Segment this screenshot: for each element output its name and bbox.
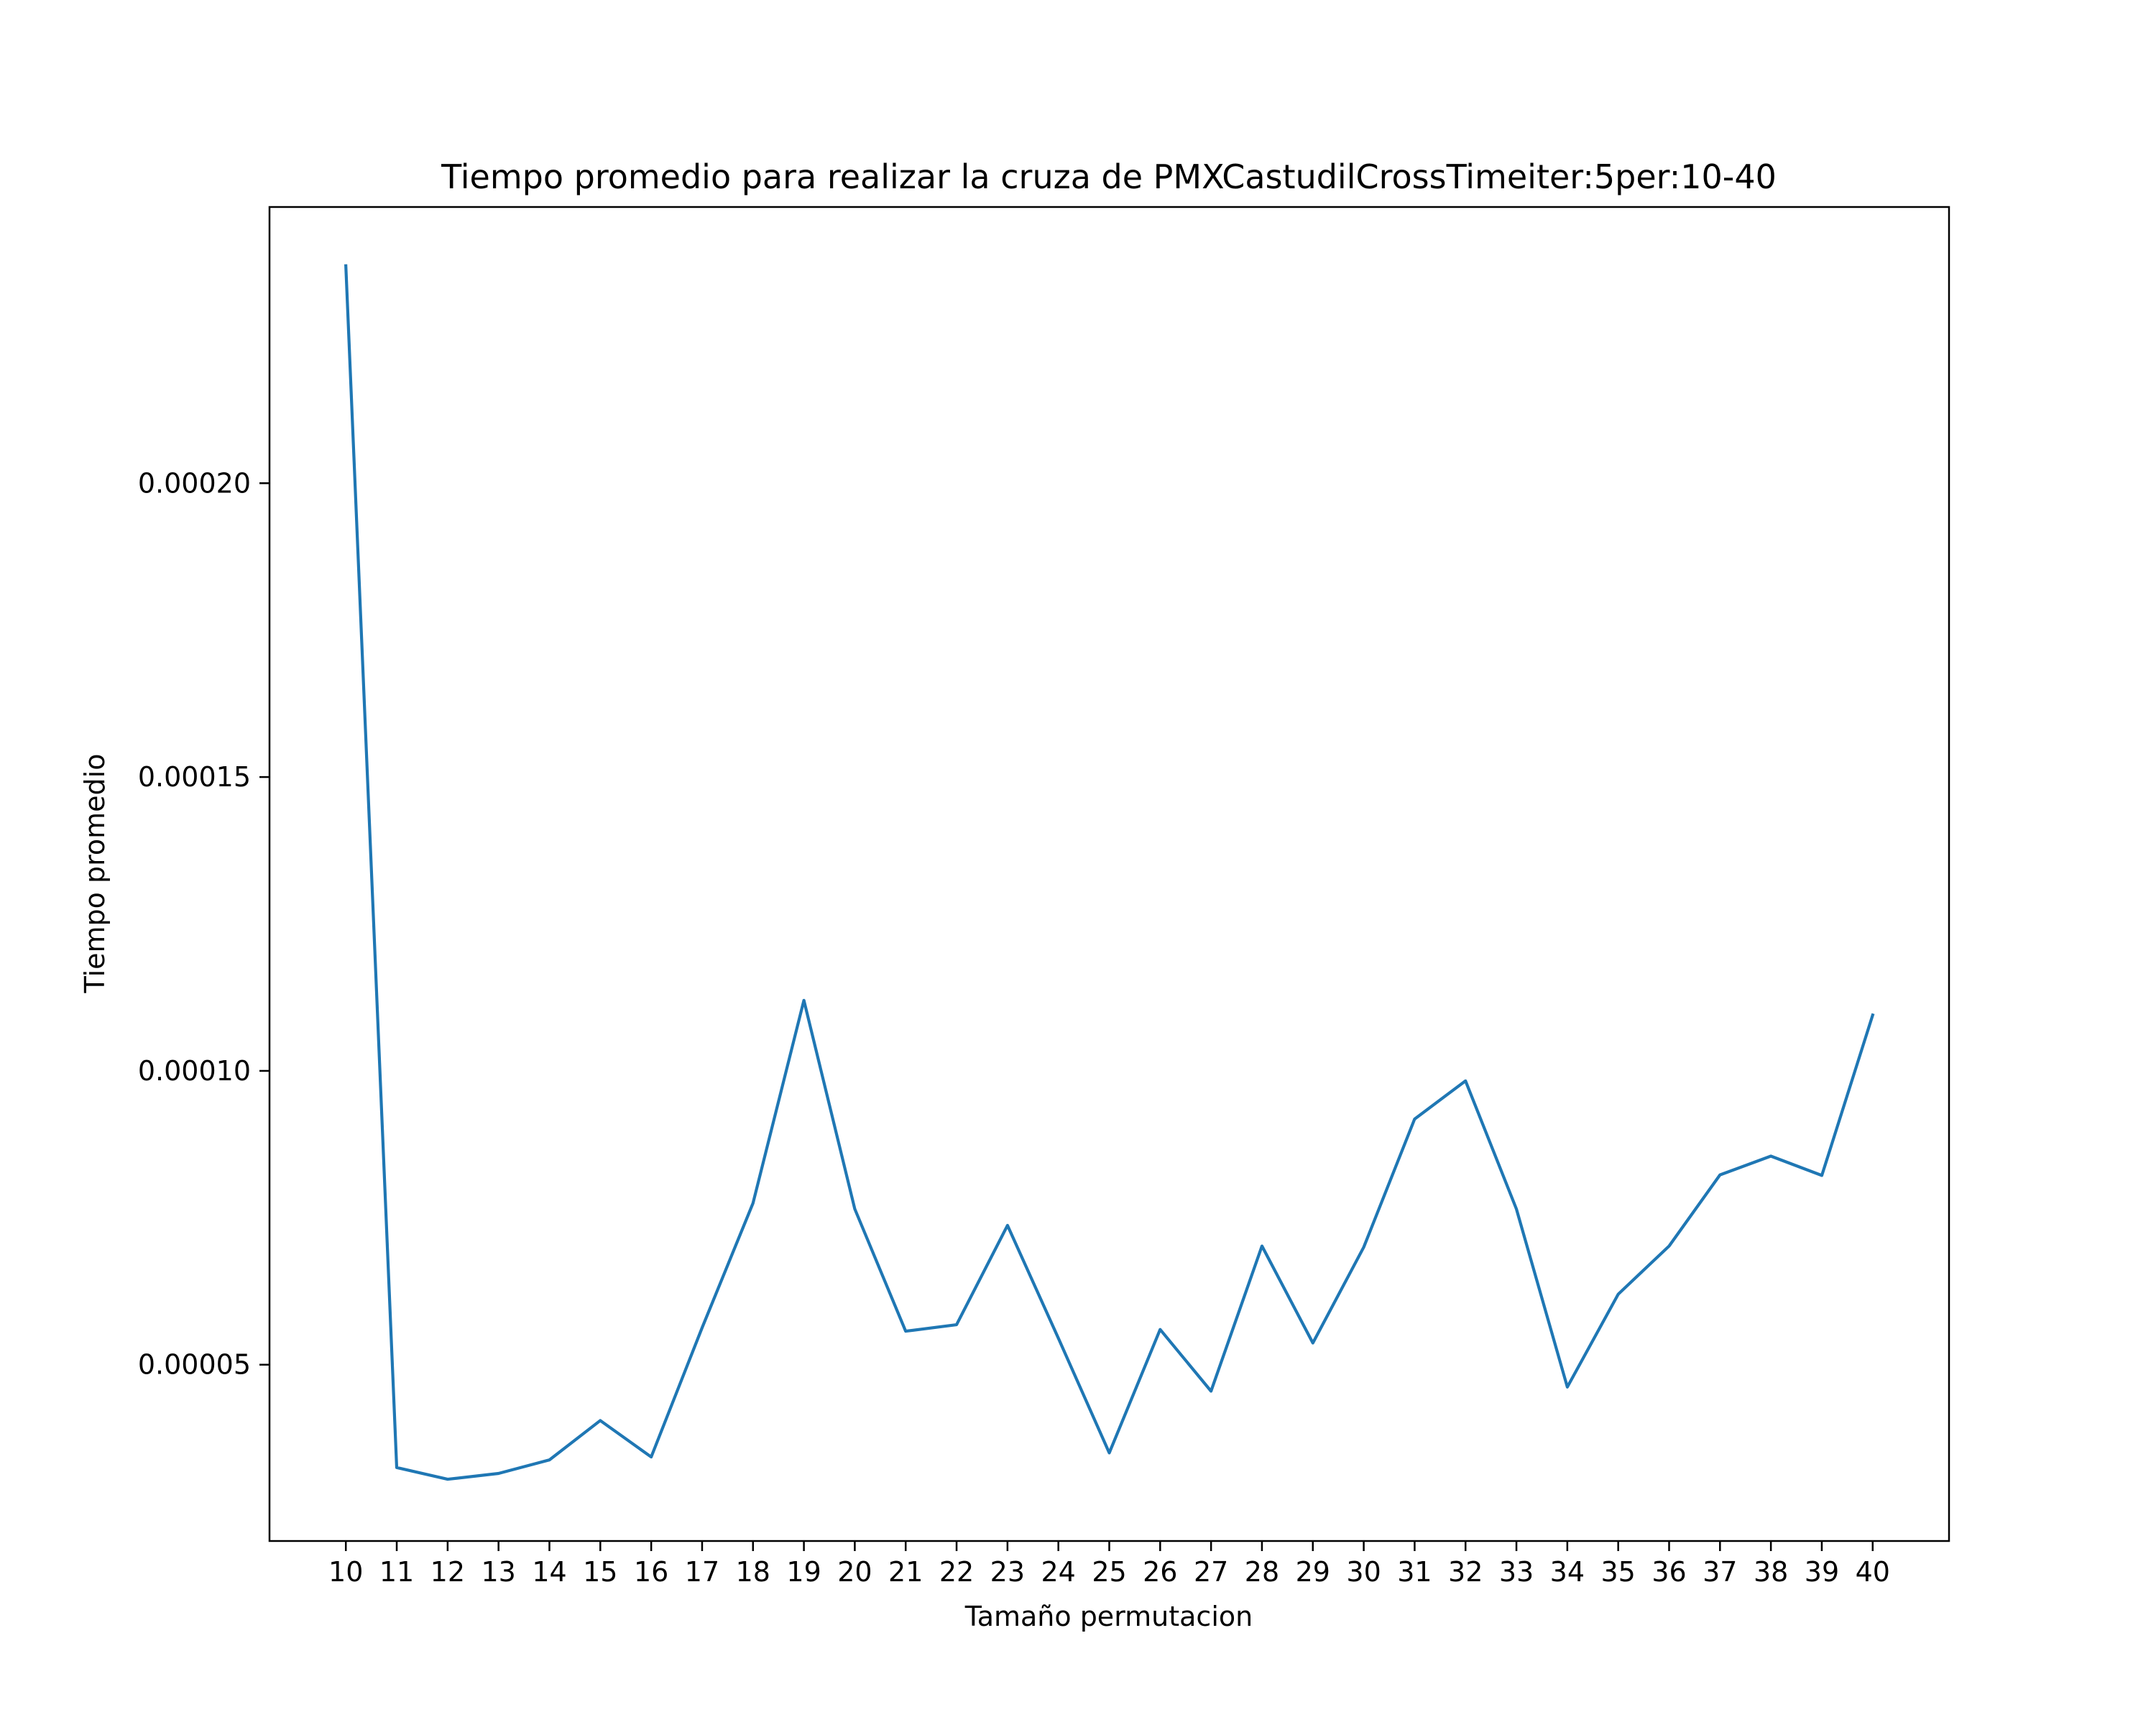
x-tick-label: 26 [1143, 1556, 1177, 1588]
y-axis-label: Tiempo promedio [79, 754, 111, 994]
x-tick-label: 37 [1703, 1556, 1737, 1588]
y-axis-ticks: 0.00005 0.00010 0.00015 0.00020 [138, 467, 270, 1381]
x-tick-label: 36 [1651, 1556, 1686, 1588]
x-tick-label: 14 [532, 1556, 566, 1588]
x-tick-label: 11 [379, 1556, 414, 1588]
x-tick-label: 16 [634, 1556, 668, 1588]
y-tick-label: 0.00010 [138, 1055, 251, 1087]
x-tick-label: 29 [1296, 1556, 1330, 1588]
x-tick-label: 12 [430, 1556, 465, 1588]
x-tick-label: 28 [1245, 1556, 1279, 1588]
x-tick-label: 20 [837, 1556, 872, 1588]
x-tick-label: 13 [482, 1556, 516, 1588]
x-tick-label: 34 [1550, 1556, 1585, 1588]
x-tick-label: 15 [583, 1556, 617, 1588]
x-tick-label: 38 [1754, 1556, 1788, 1588]
plot-area [344, 264, 1875, 1481]
x-tick-label: 10 [328, 1556, 363, 1588]
x-tick-label: 19 [786, 1556, 821, 1588]
x-tick-label: 39 [1805, 1556, 1839, 1588]
chart-title: Tiempo promedio para realizar la cruza d… [441, 157, 1777, 196]
x-tick-label: 40 [1856, 1556, 1890, 1588]
plot-frame [268, 206, 1950, 1542]
x-tick-label: 23 [990, 1556, 1025, 1588]
x-tick-label: 25 [1092, 1556, 1126, 1588]
x-axis-ticks: 10 11 12 13 14 15 16 17 18 19 20 21 22 23 24 25 26 27 28 29… [328, 1541, 1890, 1588]
x-tick-label: 35 [1601, 1556, 1636, 1588]
x-axis-label: Tamaño permutacion [964, 1601, 1253, 1632]
x-tick-label: 31 [1397, 1556, 1432, 1588]
x-tick-label: 32 [1448, 1556, 1483, 1588]
y-tick-label: 0.00005 [138, 1349, 251, 1381]
x-tick-label: 22 [939, 1556, 974, 1588]
x-tick-label: 30 [1346, 1556, 1381, 1588]
x-tick-label: 33 [1499, 1556, 1534, 1588]
x-tick-label: 18 [736, 1556, 770, 1588]
x-tick-label: 24 [1041, 1556, 1076, 1588]
series-line [344, 264, 1875, 1481]
x-tick-label: 27 [1194, 1556, 1228, 1588]
y-tick-label: 0.00015 [138, 761, 251, 793]
x-tick-label: 21 [888, 1556, 923, 1588]
x-tick-label: 17 [685, 1556, 719, 1588]
y-tick-label: 0.00020 [138, 467, 251, 499]
